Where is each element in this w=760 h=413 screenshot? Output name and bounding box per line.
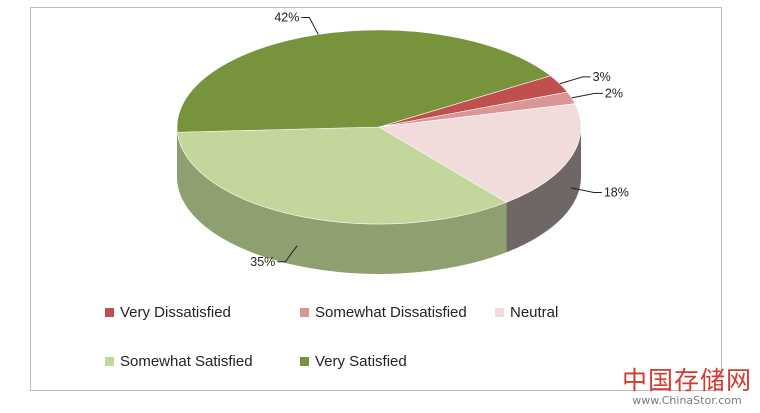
legend-swatch	[300, 308, 309, 317]
pie-side-2	[506, 127, 581, 253]
legend-label: Neutral	[510, 304, 559, 321]
chart-frame: 3% 2% 18% 35% 42% Very Dissatisfied Somewhat …	[30, 7, 722, 391]
watermark-url: www.ChinaStor.com	[632, 394, 742, 407]
leader-line-3	[277, 245, 298, 263]
pie-slice-2	[378, 103, 582, 203]
legend-swatch	[105, 357, 114, 366]
legend-label: Very Dissatisfied	[120, 304, 231, 321]
data-label-2: 18%	[604, 185, 629, 199]
data-label-4: 42%	[274, 11, 299, 25]
legend-label: Somewhat Satisfied	[120, 353, 253, 370]
leader-line-1	[571, 92, 603, 99]
legend-label: Very Satisfied	[315, 353, 407, 370]
legend-item: Somewhat Dissatisfied	[300, 304, 467, 321]
legend-swatch	[105, 308, 114, 317]
legend-item: Very Dissatisfied	[105, 304, 231, 321]
pie-slice-4	[176, 29, 552, 133]
leader-line-2	[570, 187, 602, 193]
pie-slice-3	[176, 126, 508, 225]
watermark: 中国存储网 www.ChinaStor.com	[622, 367, 752, 407]
data-label-1: 2%	[605, 86, 623, 100]
data-label-0: 3%	[593, 70, 611, 84]
leader-line-0	[559, 76, 591, 85]
legend-swatch	[495, 308, 504, 317]
data-label-3: 35%	[250, 255, 275, 269]
pie-chart: 3% 2% 18% 35% 42%	[176, 11, 629, 274]
legend-label: Somewhat Dissatisfied	[315, 304, 467, 321]
legend-swatch	[300, 357, 309, 366]
watermark-logo-text: 中国存储网	[621, 366, 752, 395]
pie-side-3	[177, 132, 507, 274]
leader-line-4	[301, 17, 319, 35]
legend-item: Somewhat Satisfied	[105, 353, 253, 370]
legend-item: Very Satisfied	[300, 353, 407, 370]
legend-item: Neutral	[495, 304, 558, 321]
